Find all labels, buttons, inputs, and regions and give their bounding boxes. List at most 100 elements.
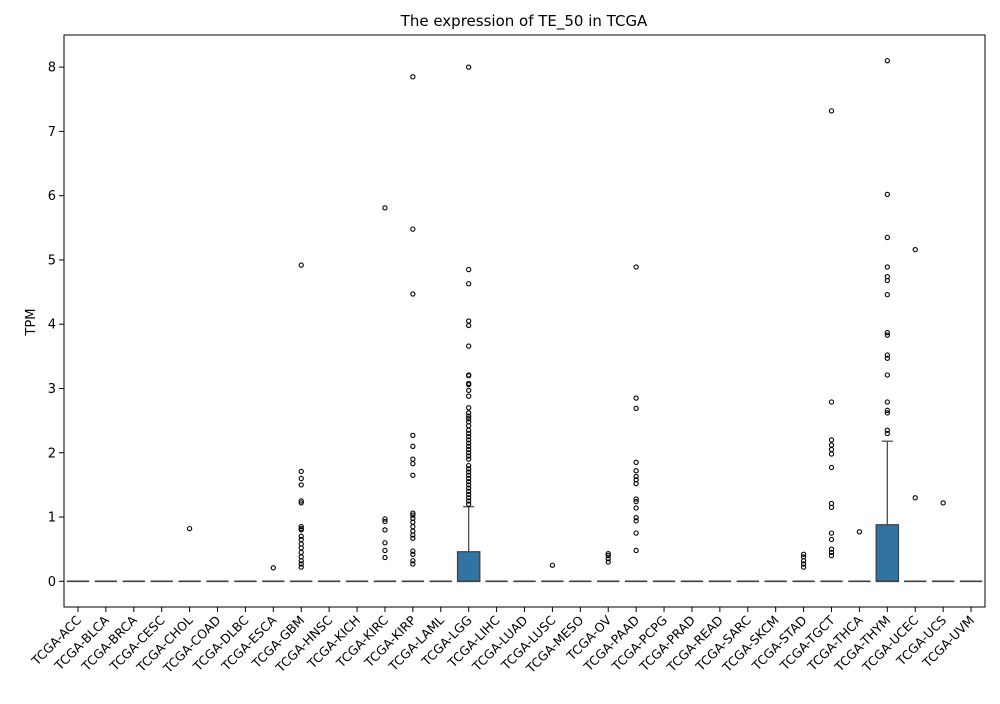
outlier-point	[884, 58, 890, 64]
outlier-point	[410, 74, 416, 80]
outlier-point	[605, 556, 611, 562]
outlier-point	[410, 532, 416, 538]
outlier-point	[633, 505, 639, 511]
outlier-point	[884, 291, 890, 298]
y-tick-label: 1	[48, 511, 56, 526]
outlier-point	[884, 277, 890, 284]
outlier-point	[800, 564, 807, 570]
outlier-point	[410, 510, 416, 516]
outlier-point	[410, 443, 416, 449]
outlier-point	[466, 491, 472, 498]
outlier-point	[382, 540, 388, 546]
outlier-point	[828, 546, 835, 552]
outlier-point	[410, 461, 416, 467]
outlier-point	[382, 527, 388, 533]
outlier-point	[828, 464, 835, 471]
outlier-point	[828, 536, 835, 543]
outlier-point	[410, 561, 416, 567]
outlier-point	[466, 430, 472, 437]
outlier-point	[410, 432, 416, 439]
outlier-point	[410, 551, 416, 557]
outlier-point	[466, 281, 472, 287]
outlier-point	[466, 469, 472, 475]
y-tick-label: 8	[48, 61, 56, 76]
outlier-point	[884, 372, 890, 378]
outlier-point	[410, 558, 416, 564]
outlier-point	[410, 548, 416, 554]
outlier-point	[298, 475, 304, 482]
outlier-point	[466, 475, 472, 482]
outlier-point	[800, 561, 807, 567]
outlier-point	[410, 512, 416, 518]
outlier-point	[466, 393, 472, 399]
y-tick-label: 4	[48, 318, 56, 333]
outlier-point	[828, 530, 835, 536]
outlier-point	[828, 451, 835, 457]
outlier-point	[633, 264, 639, 270]
outlier-point	[410, 472, 416, 478]
outlier-point	[298, 482, 304, 488]
outlier-point	[466, 485, 472, 491]
outlier-point	[940, 500, 946, 506]
outlier-point	[298, 500, 304, 506]
outlier-point	[884, 407, 890, 413]
outlier-point	[466, 443, 472, 449]
outlier-point	[633, 405, 639, 412]
outlier-point	[466, 64, 472, 70]
outlier-point	[828, 549, 835, 556]
outlier-point	[270, 565, 276, 571]
outlier-point	[466, 488, 472, 494]
outlier-point	[298, 533, 304, 539]
outlier-point	[466, 453, 472, 459]
outlier-point	[298, 524, 304, 530]
outlier-point	[298, 527, 304, 533]
outlier-point	[912, 495, 918, 501]
outlier-point	[466, 343, 472, 349]
outlier-point	[382, 516, 388, 522]
outlier-point	[466, 482, 472, 488]
outlier-point	[884, 410, 890, 416]
outlier-point	[466, 450, 472, 456]
box-body	[456, 551, 481, 582]
outlier-point	[633, 498, 639, 505]
outlier-point	[884, 355, 890, 361]
outlier-point	[884, 399, 890, 405]
outlier-point	[828, 504, 835, 511]
outlier-point	[298, 558, 304, 564]
outlier-point	[466, 413, 472, 419]
outlier-point	[800, 558, 807, 564]
outlier-point	[466, 440, 472, 446]
outlier-point	[466, 266, 472, 273]
outlier-point	[466, 498, 472, 504]
outlier-point	[884, 191, 890, 198]
outlier-point	[466, 381, 472, 388]
outlier-point	[884, 430, 890, 437]
outlier-point	[466, 405, 472, 411]
outlier-point	[382, 205, 388, 211]
outlier-point	[633, 496, 639, 502]
outlier-point	[466, 456, 472, 462]
chart-title: The expression of TE_50 in TCGA	[400, 12, 648, 31]
outlier-point	[828, 552, 835, 559]
outlier-point	[298, 564, 304, 570]
outlier-point	[466, 462, 472, 469]
outlier-point	[884, 332, 890, 338]
outlier-point	[549, 562, 556, 568]
outlier-point	[633, 468, 639, 474]
outlier-point	[633, 459, 639, 466]
outlier-point	[298, 498, 304, 504]
outlier-point	[466, 416, 472, 422]
outlier-point	[912, 247, 918, 253]
outlier-point	[466, 472, 472, 478]
y-axis-label: TPM	[24, 309, 39, 337]
outlier-point	[828, 399, 835, 405]
outlier-point	[605, 552, 611, 559]
y-tick-label: 0	[48, 575, 56, 590]
outlier-point	[828, 108, 835, 114]
outlier-point	[633, 530, 639, 536]
outlier-point	[633, 518, 639, 524]
outlier-point	[856, 529, 863, 535]
outlier-point	[605, 559, 611, 565]
